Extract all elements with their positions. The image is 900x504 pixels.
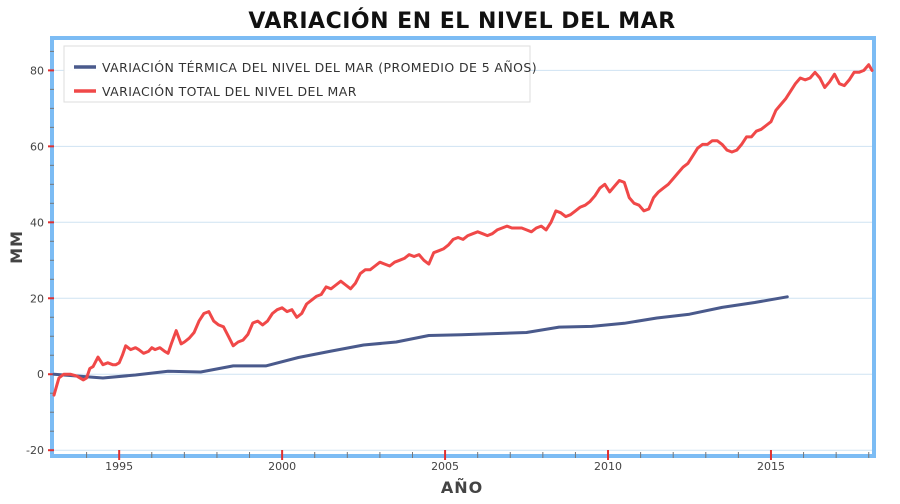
y-tick-label: 0: [37, 368, 44, 381]
x-axis-title: AÑO: [441, 478, 483, 497]
legend-label-thermal: VARIACIÓN TÉRMICA DEL NIVEL DEL MAR (PRO…: [102, 60, 537, 75]
series-lines: [52, 63, 874, 397]
y-tick-label: 40: [30, 216, 44, 229]
legend-label-total: VARIACIÓN TOTAL DEL NIVEL DEL MAR: [102, 84, 357, 99]
axes: -20 0 20 40 60 80 1995 2000 2005 2010 2015: [26, 50, 870, 473]
legend-box: [63, 45, 531, 103]
y-axis-title: MM: [7, 230, 26, 264]
y-tick-label: 60: [30, 140, 44, 153]
legend: VARIACIÓN TÉRMICA DEL NIVEL DEL MAR (PRO…: [63, 45, 537, 103]
plot-frame: [50, 36, 876, 458]
x-tick-label: 1995: [105, 460, 133, 473]
chart-title: VARIACIÓN EN EL NIVEL DEL MAR: [248, 8, 675, 34]
y-tick-label: -20: [26, 444, 44, 457]
y-tick-label: 20: [30, 292, 44, 305]
x-tick-label: 2015: [757, 460, 785, 473]
x-tick-label: 2010: [594, 460, 622, 473]
x-tick-label: 2005: [431, 460, 459, 473]
y-tick-label: 80: [30, 64, 44, 77]
series-line-total: [52, 63, 874, 397]
x-tick-label: 2000: [268, 460, 296, 473]
series-line-thermal: [52, 295, 789, 380]
